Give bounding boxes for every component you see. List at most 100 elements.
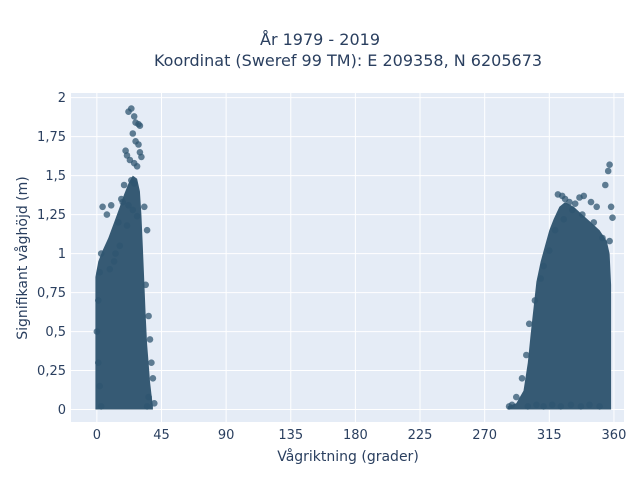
x-tick-label: 0: [93, 428, 101, 443]
y-tick-label: 1: [58, 247, 66, 262]
data-point: [599, 234, 606, 242]
data-point: [136, 122, 144, 129]
data-point: [145, 393, 152, 401]
data-point: [569, 206, 576, 214]
data-point: [523, 351, 530, 359]
data-point: [120, 181, 128, 189]
data-point: [577, 403, 585, 410]
data-point: [125, 202, 132, 209]
data-point: [593, 203, 600, 211]
data-point: [540, 403, 547, 410]
tick-labels: 0 45 90 135 180 225 270 315 360 0 0,25 0,5 0,75 1 1,25…: [37, 91, 626, 443]
data-point: [586, 401, 593, 409]
chart-title: År 1979 - 2019: [260, 30, 380, 49]
data-point: [142, 281, 149, 289]
data-point: [96, 382, 103, 390]
data-point: [143, 226, 151, 234]
x-tick-label: 45: [153, 428, 170, 443]
data-point: [518, 375, 526, 382]
data-point: [560, 216, 567, 223]
data-point: [141, 203, 148, 211]
data-point: [606, 161, 613, 168]
data-point: [95, 297, 102, 304]
chart-subtitle: Koordinat (Sweref 99 TM): E 209358, N 62…: [154, 51, 542, 70]
data-point: [107, 202, 115, 209]
data-point: [130, 113, 138, 120]
data-point: [149, 375, 157, 382]
data-point: [557, 403, 565, 410]
data-point: [115, 219, 122, 226]
point-cluster-north: [95, 175, 153, 410]
data-point: [567, 401, 575, 409]
data-point: [548, 401, 556, 409]
y-axis-title: Signifikant våghöjd (m): [14, 176, 31, 339]
data-point: [609, 214, 616, 221]
x-tick-label: 270: [472, 428, 497, 443]
data-point: [151, 400, 158, 407]
data-point: [95, 359, 102, 367]
y-tick-label: 1,5: [45, 169, 66, 184]
data-point: [123, 222, 131, 229]
data-point: [579, 211, 586, 218]
data-point: [604, 167, 612, 175]
data-point: [118, 195, 125, 203]
data-point: [145, 312, 152, 320]
data-points: [93, 105, 616, 410]
data-point: [513, 393, 520, 401]
data-point: [524, 403, 532, 410]
data-point: [97, 403, 105, 410]
data-point: [97, 250, 105, 257]
point-cluster-northwest: [507, 202, 612, 410]
data-point: [587, 198, 595, 206]
data-point: [146, 336, 154, 343]
y-tick-label: 0,25: [37, 364, 66, 379]
data-point: [566, 198, 573, 206]
data-point: [148, 359, 155, 367]
point-cloud: [95, 175, 612, 410]
data-point: [531, 297, 539, 304]
data-point: [571, 200, 579, 207]
x-axis-title: Vågriktning (grader): [277, 448, 419, 465]
x-tick-label: 360: [602, 428, 627, 443]
data-point: [143, 403, 151, 410]
data-point: [525, 320, 533, 328]
data-point: [607, 203, 615, 211]
x-tick-label: 180: [343, 428, 368, 443]
data-point: [99, 203, 106, 211]
y-tick-label: 2: [58, 91, 66, 106]
data-point: [129, 206, 137, 214]
data-point: [138, 153, 145, 161]
data-point: [129, 130, 137, 137]
data-point: [133, 163, 141, 170]
data-point: [112, 250, 119, 257]
data-point: [533, 401, 540, 409]
data-point: [537, 275, 544, 282]
data-point: [596, 403, 603, 410]
y-tick-label: 1,25: [37, 208, 66, 223]
data-point: [96, 269, 103, 276]
data-point: [106, 265, 114, 273]
data-point: [590, 219, 598, 226]
data-point: [103, 211, 111, 218]
data-point: [128, 105, 135, 112]
data-point: [135, 141, 142, 148]
data-point: [546, 247, 553, 254]
y-tick-label: 0,5: [45, 325, 66, 340]
data-point: [602, 181, 609, 189]
data-point: [110, 258, 118, 265]
data-point: [93, 328, 101, 335]
x-tick-label: 225: [408, 428, 433, 443]
data-point: [580, 192, 588, 200]
x-tick-label: 90: [218, 428, 235, 443]
data-point: [133, 212, 141, 220]
data-point: [505, 403, 513, 410]
data-point: [606, 237, 613, 245]
y-tick-label: 0,75: [37, 286, 66, 301]
data-point: [551, 226, 559, 234]
data-point: [540, 262, 547, 270]
data-point: [116, 242, 124, 250]
data-point: [130, 180, 138, 187]
y-tick-label: 1,75: [37, 130, 66, 145]
